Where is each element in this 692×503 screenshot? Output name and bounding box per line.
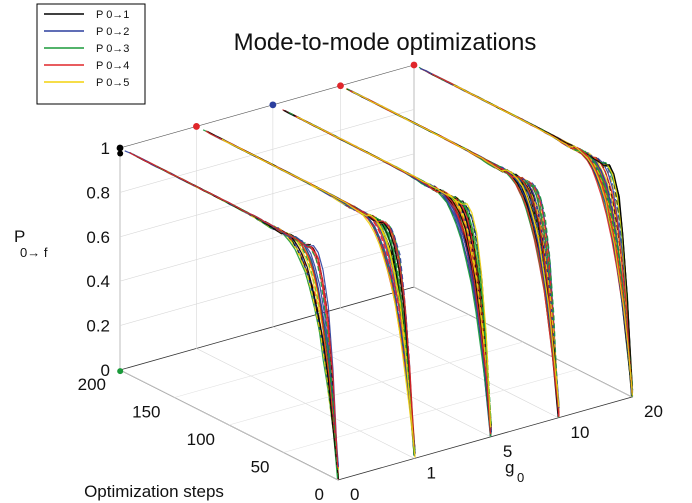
series-curve xyxy=(141,158,339,476)
series-curve xyxy=(202,129,416,450)
series-curve xyxy=(206,130,416,447)
x-tick-label: 10 xyxy=(571,423,590,442)
start-point-marker xyxy=(193,123,200,130)
chart-title: Mode-to-mode optimizations xyxy=(234,29,537,56)
series-curve xyxy=(349,89,560,416)
series-curve xyxy=(136,155,339,468)
series-curve xyxy=(129,152,339,469)
legend-label: P 0→4 xyxy=(96,60,129,72)
z-tick-label: 0.6 xyxy=(86,228,110,247)
start-point-marker xyxy=(410,61,418,69)
series-curve xyxy=(424,70,633,397)
z-tick-label: 0.4 xyxy=(86,272,110,291)
z-gridline xyxy=(119,109,415,193)
series-curve xyxy=(132,153,339,475)
y-tick-label: 50 xyxy=(251,458,270,477)
x-tick-label: 1 xyxy=(426,463,435,482)
legend-label: P 0→5 xyxy=(96,77,129,89)
series-curve xyxy=(129,151,339,468)
series-curve xyxy=(132,153,340,479)
series-curve xyxy=(346,88,560,413)
grid xyxy=(119,65,633,481)
series-curve xyxy=(205,130,415,456)
y-gridline xyxy=(228,341,524,426)
data-curves xyxy=(116,61,634,480)
y-axis-label: Optimization steps xyxy=(84,482,224,501)
y-tick-label: 200 xyxy=(78,375,106,394)
end-point-marker xyxy=(117,150,124,157)
x-axis-label-subscript: 0 xyxy=(517,470,524,485)
legend-label: P 0→2 xyxy=(96,26,129,38)
z-gridline xyxy=(119,197,415,282)
x-gridline xyxy=(196,126,415,459)
legend-box xyxy=(36,3,146,105)
y-gridline xyxy=(283,369,578,453)
series-curve xyxy=(418,66,633,394)
z-axis-label-subscript: 0→ f xyxy=(20,245,48,260)
z-tick-label: 0.2 xyxy=(86,317,110,336)
x-gridline xyxy=(340,85,559,419)
series-curve xyxy=(348,89,560,417)
start-point-marker xyxy=(337,82,344,90)
series-curve xyxy=(221,138,416,455)
z-tick-label: 0.8 xyxy=(86,183,110,202)
series-curve xyxy=(230,142,415,448)
series-curve xyxy=(135,155,339,480)
series-curve xyxy=(316,126,492,436)
series-curve xyxy=(144,159,339,477)
y-tick-label: 0 xyxy=(315,485,324,503)
legend-label: P 0→1 xyxy=(96,9,129,21)
y-tick-label: 150 xyxy=(132,403,160,422)
series-curve xyxy=(419,67,633,391)
series-curve xyxy=(207,131,415,448)
y-tick-label: 100 xyxy=(187,430,215,449)
start-point-marker xyxy=(116,144,124,152)
series-curve xyxy=(146,160,339,469)
series-curve xyxy=(421,68,633,390)
z-tick-label: 1 xyxy=(101,139,110,158)
start-point-marker xyxy=(269,101,277,109)
series-curve xyxy=(352,91,560,407)
y-gridline xyxy=(174,314,469,398)
z-gridline xyxy=(119,153,415,238)
z-tick-label: 0 xyxy=(101,361,110,380)
end-point-marker xyxy=(117,368,124,375)
series-curve xyxy=(133,154,339,470)
x-axis-label: g xyxy=(505,458,514,477)
x-tick-label: 20 xyxy=(644,402,663,421)
series-curve xyxy=(296,116,492,428)
legend: P 0→1 P 0→2 P 0→3 P 0→4 P 0→5 xyxy=(36,3,146,105)
series-curve xyxy=(140,157,339,473)
series-curve xyxy=(422,69,633,394)
z-gridline xyxy=(119,242,415,326)
z-axis-label: P xyxy=(14,227,25,246)
series-curve xyxy=(143,159,339,476)
x-gridline xyxy=(272,104,492,438)
series-curve xyxy=(243,149,415,457)
series-curve xyxy=(453,84,633,392)
x-tick-label: 0 xyxy=(350,485,359,503)
series-curve xyxy=(345,88,559,407)
x-gridline xyxy=(119,148,339,481)
series-curve xyxy=(347,88,559,407)
x-tick-label: 5 xyxy=(503,442,512,461)
legend-label: P 0→3 xyxy=(96,43,129,55)
series-curve xyxy=(218,137,415,451)
series-curve xyxy=(318,127,491,436)
x-gridline xyxy=(413,65,633,398)
